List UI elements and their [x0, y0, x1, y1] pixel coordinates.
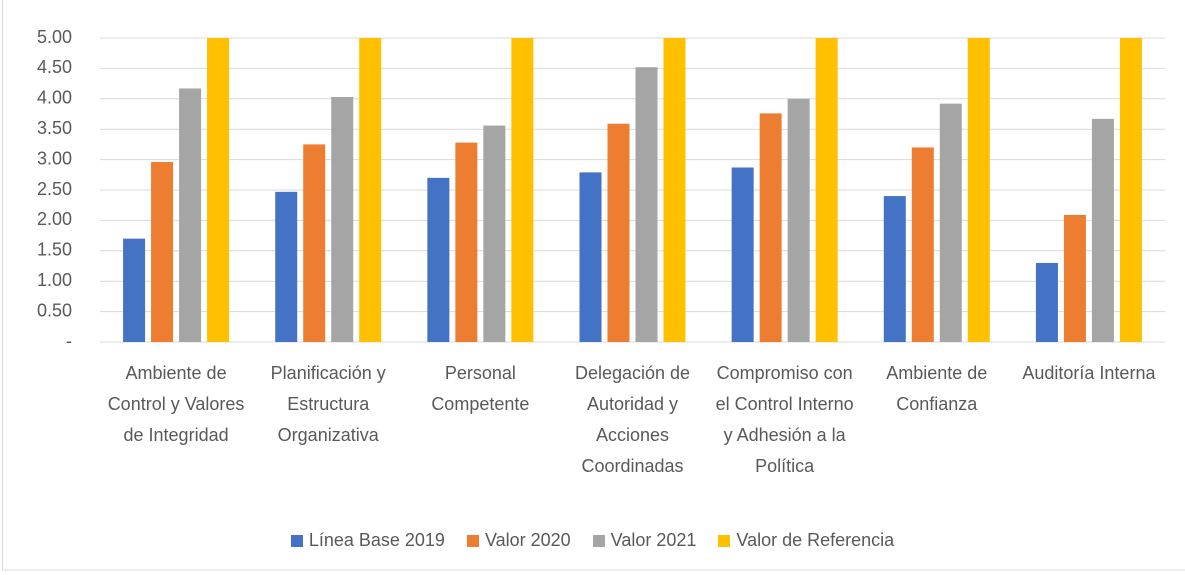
legend-item: Valor 2020 — [466, 530, 571, 551]
bar — [759, 113, 782, 342]
bar — [455, 142, 478, 342]
x-tick-label: Compromiso con el Control Interno y Adhe… — [715, 363, 854, 476]
y-tick-label: 3.00 — [37, 148, 72, 168]
y-tick-label: - — [66, 331, 72, 351]
y-tick-label: 2.00 — [37, 209, 72, 229]
bar — [635, 67, 658, 343]
legend-item: Valor de Referencia — [718, 530, 894, 551]
legend-swatch — [718, 534, 731, 547]
y-tick-label: 3.50 — [37, 118, 72, 138]
bar — [275, 191, 298, 342]
bar — [607, 123, 630, 342]
bar — [967, 38, 990, 342]
legend-swatch — [290, 534, 303, 547]
bar — [123, 238, 146, 342]
legend-label: Valor 2020 — [484, 530, 571, 550]
x-tick-label: Ambiente de Control y Valores de Integri… — [107, 363, 245, 445]
bar — [731, 167, 754, 342]
y-tick-label: 2.50 — [37, 179, 72, 199]
x-tick-label: Personal Competente — [431, 363, 530, 414]
x-tick-label: Planificación y Estructura Organizativa — [270, 363, 386, 445]
legend-swatch — [466, 534, 479, 547]
bar — [1063, 214, 1086, 342]
bar — [151, 162, 174, 342]
bar — [815, 38, 838, 342]
bar — [359, 38, 382, 342]
bar — [1035, 262, 1058, 342]
x-tick-label: Ambiente de Confianza — [886, 363, 988, 414]
x-tick-label: Delegación de Autoridad y Acciones Coord… — [574, 363, 691, 476]
bar — [939, 103, 962, 342]
bar — [1119, 38, 1142, 342]
bar — [179, 88, 202, 343]
legend-label: Valor 2021 — [610, 530, 697, 550]
bar — [483, 125, 506, 342]
bar — [663, 38, 686, 342]
bar — [331, 96, 354, 342]
legend-label: Línea Base 2019 — [308, 530, 445, 550]
bar — [1091, 118, 1114, 342]
y-tick-label: 4.00 — [37, 88, 72, 108]
bar — [303, 144, 326, 342]
legend-item: Valor 2021 — [592, 530, 697, 551]
bar — [883, 196, 906, 342]
y-tick-label: 1.00 — [37, 270, 72, 290]
bar — [427, 177, 450, 342]
legend: Línea Base 2019 Valor 2020 Valor 2021 Valor… — [0, 530, 1185, 551]
y-tick-label: 0.50 — [37, 300, 72, 320]
bar — [207, 38, 230, 342]
legend-label: Valor de Referencia — [736, 530, 895, 550]
y-tick-label: 5.00 — [37, 27, 72, 47]
legend-swatch — [592, 534, 605, 547]
x-tick-label: Auditoría Interna — [1022, 363, 1156, 383]
legend-item: Línea Base 2019 — [290, 530, 445, 551]
y-tick-label: 4.50 — [37, 57, 72, 77]
bar — [787, 98, 810, 342]
bar — [511, 38, 534, 342]
y-tick-label: 1.50 — [37, 240, 72, 260]
bar — [579, 172, 602, 342]
bar — [911, 147, 934, 342]
